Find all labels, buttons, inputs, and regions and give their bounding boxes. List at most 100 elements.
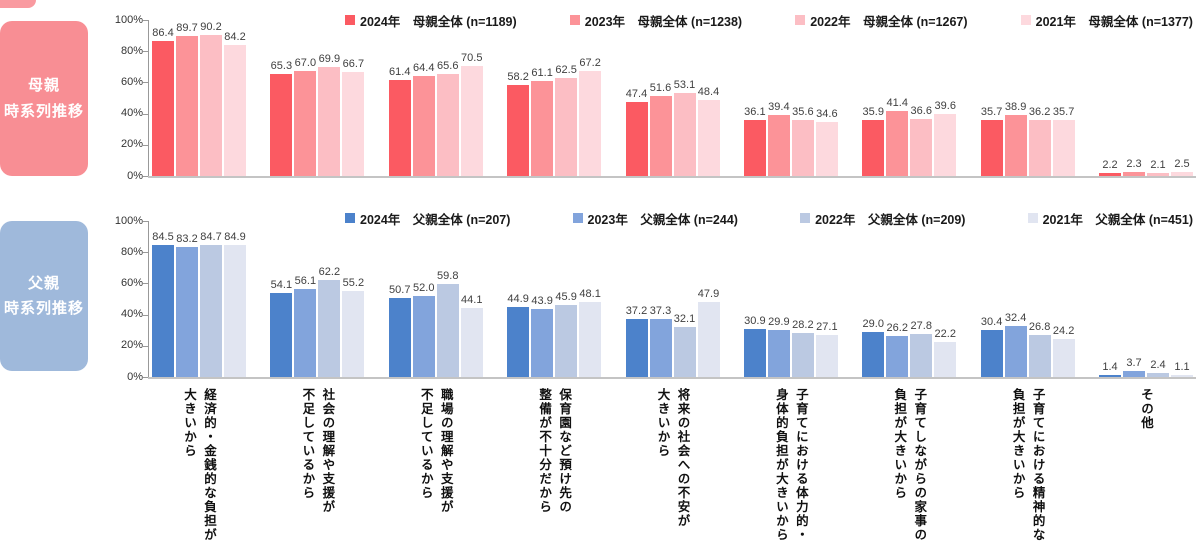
bar-value-label: 47.4 bbox=[625, 88, 648, 100]
bar bbox=[531, 81, 554, 176]
bar-slot: 84.5 bbox=[152, 221, 174, 377]
category-label: 将来の社会への不安が 大きいから bbox=[655, 388, 690, 528]
bar-value-label: 54.1 bbox=[270, 279, 293, 291]
y-axis-tick-label: 0% bbox=[127, 169, 143, 182]
legend-item: 2022年 母親全体 (n=1267) bbox=[795, 11, 968, 30]
bar-value-label: 2.3 bbox=[1126, 158, 1142, 170]
bar-value-label: 28.2 bbox=[792, 319, 814, 331]
bar-slot: 2.3 bbox=[1123, 20, 1145, 176]
category-label: 経済的・金銭的な負担が 大きいから bbox=[182, 388, 216, 542]
bar-slot: 24.2 bbox=[1052, 221, 1075, 377]
bar-value-label: 61.4 bbox=[389, 66, 411, 78]
bar-value-label: 58.2 bbox=[507, 71, 529, 83]
bar-slot: 2.4 bbox=[1147, 221, 1169, 377]
bar-slot: 1.1 bbox=[1171, 221, 1193, 377]
bar-slot: 37.3 bbox=[649, 221, 672, 377]
bar-slot: 84.7 bbox=[200, 221, 222, 377]
bar bbox=[436, 284, 459, 377]
bar-value-label: 56.1 bbox=[294, 275, 317, 287]
bar-slot: 34.6 bbox=[815, 20, 838, 176]
bar-value-label: 44.1 bbox=[461, 294, 483, 306]
father-panel-title: 父親 時系列推移 bbox=[0, 221, 88, 371]
bar-slot: 65.3 bbox=[270, 20, 293, 176]
bar bbox=[176, 36, 198, 176]
bar-group: 65.3 67.0 69.9 66.7 bbox=[270, 20, 365, 176]
bar-slot: 35.9 bbox=[862, 20, 885, 176]
x-axis-baseline bbox=[148, 377, 1196, 379]
bar-slot: 50.7 bbox=[388, 221, 411, 377]
bar-value-label: 62.2 bbox=[318, 266, 341, 278]
bar bbox=[697, 302, 720, 377]
legend-swatch-icon bbox=[795, 15, 806, 25]
bar bbox=[1147, 173, 1169, 176]
bar-value-label: 45.9 bbox=[555, 291, 577, 303]
y-axis-tickmark bbox=[143, 82, 148, 84]
legend-item: 2021年 父親全体 (n=451) bbox=[1027, 209, 1193, 228]
legend-label: 2024年 母親全体 (n=1189) bbox=[360, 14, 517, 29]
y-axis-tickmark bbox=[143, 144, 148, 146]
bar bbox=[1052, 339, 1075, 377]
bar-slot: 69.9 bbox=[318, 20, 341, 176]
bar-value-label: 89.7 bbox=[176, 22, 198, 34]
bar bbox=[342, 72, 365, 176]
y-axis-tick-label: 80% bbox=[120, 44, 143, 57]
bar-slot: 37.2 bbox=[625, 221, 648, 377]
legend-label: 2022年 母親全体 (n=1267) bbox=[810, 14, 968, 29]
category-cell: 将来の社会への不安が 大きいから bbox=[626, 388, 720, 546]
bar bbox=[460, 66, 483, 176]
bar-value-label: 64.4 bbox=[413, 62, 435, 74]
bar-slot: 89.7 bbox=[176, 20, 198, 176]
bar bbox=[649, 96, 672, 176]
bar-slot: 1.4 bbox=[1099, 221, 1121, 377]
bar bbox=[342, 291, 365, 377]
bar-slot: 51.6 bbox=[649, 20, 672, 176]
bar-value-label: 2.2 bbox=[1102, 159, 1118, 171]
legend-item: 2022年 父親全体 (n=209) bbox=[800, 209, 965, 228]
bar-value-label: 90.2 bbox=[200, 21, 222, 33]
bar-slot: 22.2 bbox=[934, 221, 957, 377]
bar-slot: 2.1 bbox=[1147, 20, 1169, 176]
bar-slot: 45.9 bbox=[555, 221, 578, 377]
bar bbox=[980, 120, 1003, 176]
bar-slot: 44.1 bbox=[460, 221, 483, 377]
y-axis-tick-label: 40% bbox=[120, 107, 143, 120]
bar-value-label: 24.2 bbox=[1052, 325, 1075, 337]
bar-value-label: 52.0 bbox=[413, 282, 435, 294]
bar-group: 1.4 3.7 2.4 1.1 bbox=[1099, 221, 1193, 377]
bar-slot: 27.1 bbox=[815, 221, 838, 377]
bar-slot: 84.9 bbox=[224, 221, 246, 377]
bar-group: 47.4 51.6 53.1 48.4 bbox=[625, 20, 720, 176]
legend-swatch-icon bbox=[345, 213, 355, 223]
bar-value-label: 30.4 bbox=[980, 316, 1003, 328]
bar-slot: 32.4 bbox=[1004, 221, 1027, 377]
category-label: 子育てしながらの家事の 負担が大きいから bbox=[892, 388, 927, 542]
bar-value-label: 38.9 bbox=[1004, 101, 1027, 113]
bar bbox=[152, 245, 174, 377]
legend-label: 2023年 父親全体 (n=244) bbox=[587, 212, 738, 227]
bar-slot: 39.4 bbox=[767, 20, 790, 176]
mother-bar-groups: 86.4 89.7 90.2 84.2 65.3 67.0 69.9 66.7 61.4 64.4… bbox=[152, 20, 1193, 176]
category-cell: 子育てにおける体力的・ 身体的負担が大きいから bbox=[744, 388, 838, 546]
bar-slot: 62.2 bbox=[318, 221, 341, 377]
bar-slot: 61.1 bbox=[531, 20, 554, 176]
bar bbox=[579, 302, 602, 377]
legend-swatch-icon bbox=[800, 213, 811, 223]
bar bbox=[767, 330, 790, 377]
bar-value-label: 61.1 bbox=[531, 67, 553, 79]
bar bbox=[531, 309, 554, 377]
bar bbox=[412, 76, 435, 176]
y-axis-tick-label: 60% bbox=[120, 75, 143, 88]
top-left-box-fragment bbox=[0, 0, 36, 8]
bar-slot: 39.6 bbox=[934, 20, 957, 176]
bar-group: 36.1 39.4 35.6 34.6 bbox=[743, 20, 838, 176]
bar bbox=[270, 293, 293, 377]
bar bbox=[1147, 373, 1169, 377]
bar-value-label: 39.6 bbox=[934, 100, 956, 112]
y-axis-tick-label: 20% bbox=[120, 138, 143, 151]
bar bbox=[436, 74, 459, 176]
bar-slot: 35.7 bbox=[980, 20, 1003, 176]
bar-slot: 55.2 bbox=[342, 221, 365, 377]
bar-value-label: 66.7 bbox=[342, 58, 365, 70]
bar-value-label: 62.5 bbox=[555, 64, 577, 76]
bar-group: 44.9 43.9 45.9 48.1 bbox=[507, 221, 602, 377]
